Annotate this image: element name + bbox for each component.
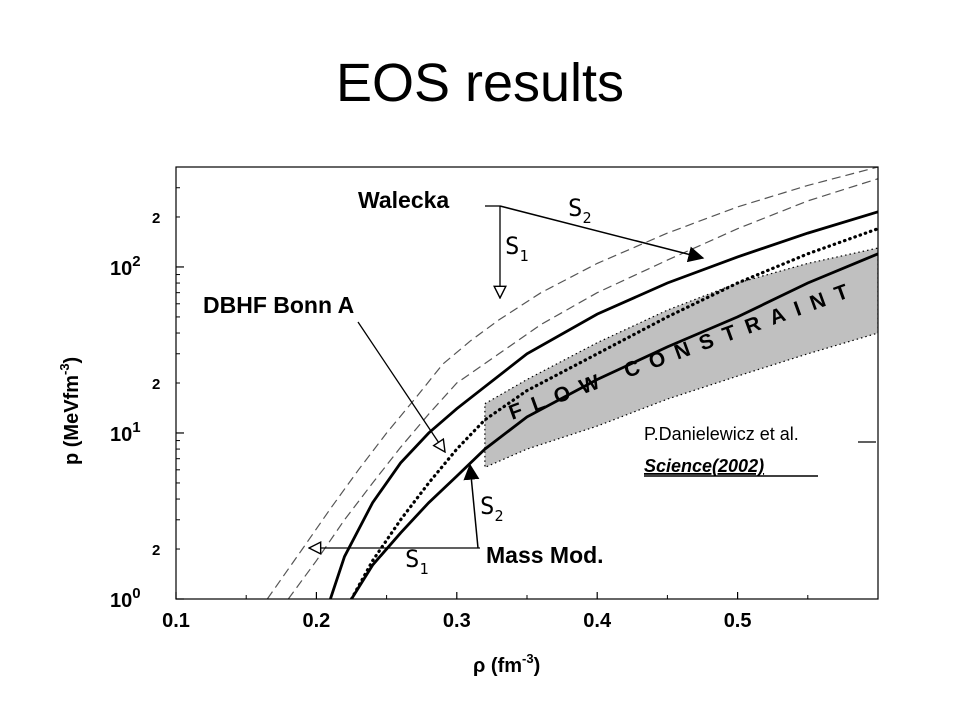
tick-layer: 0.1 0.2 0.3 0.4 0.5 100 101 102 2 2 2 [110,166,809,632]
y-minor-tick-label: 2 [152,542,160,559]
x-tick-label: 0.5 [724,610,752,632]
massmod-s1-label: S1 [405,545,428,578]
flow-constraint-band [484,247,878,469]
y-axis-title: p (MeVfm-3) [57,357,83,465]
walecka-s1-label: S1 [505,232,528,265]
y-minor-tick-label: 2 [152,210,160,227]
y-tick-label: 100 [110,585,141,612]
x-tick-label: 0.3 [443,610,471,632]
series-line-0 [266,167,878,599]
x-tick-label: 0.4 [583,610,612,632]
x-axis-title-text: ρ (fm [473,655,522,677]
series-line-1 [287,178,878,599]
series-line-4 [350,252,878,599]
x-axis-title: ρ (fm-3) [473,651,540,677]
x-axis-title-exp: -3 [522,651,534,666]
y-axis-title-close: ) [61,357,83,364]
series-line-3 [329,210,878,599]
dbhf-pointer [357,321,445,452]
y-minor-tick-label: 2 [152,376,160,393]
massmod-label: Mass Mod. [486,542,604,568]
x-tick-label: 0.2 [302,610,330,632]
y-tick-label: 102 [110,253,141,280]
massmod-s2-label: S2 [480,492,503,525]
massmod-pointers [309,463,480,548]
walecka-label: Walecka [358,187,449,213]
series-layer [266,167,878,599]
y-axis-title-text: p (MeVfm [61,375,83,465]
walecka-s2-label: S2 [568,194,591,227]
y-axis-title-exp: -3 [57,363,72,375]
slide-title: EOS results [335,53,625,113]
walecka-pointers [485,205,705,298]
x-axis-title-close: ) [534,655,541,677]
y-tick-label: 101 [110,419,141,446]
citation-reference: Science(2002) [644,456,764,476]
band-layer [484,247,878,469]
citation-author: P.Danielewicz et al. [644,424,799,444]
x-tick-label: 0.1 [162,610,190,632]
dbhf-label: DBHF Bonn A [203,292,354,318]
